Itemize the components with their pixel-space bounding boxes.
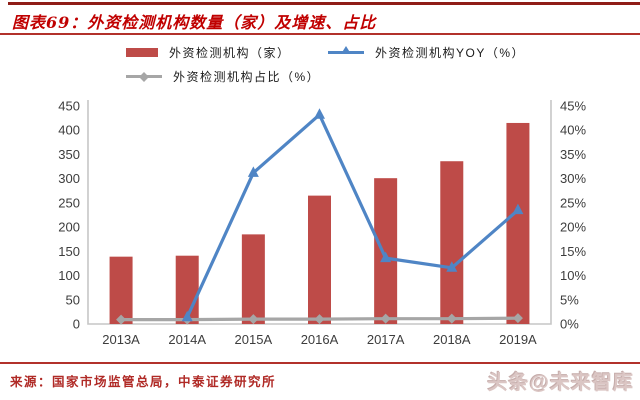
top-rule [8, 2, 640, 5]
y-axis-right-label: 5% [560, 292, 579, 307]
bar-2015A [241, 234, 265, 324]
y-axis-left-label: 400 [58, 123, 80, 138]
bar-swatch-icon [126, 48, 158, 57]
y-axis-right-label: 20% [560, 220, 586, 235]
legend-label: 外资检测机构（家） [169, 46, 291, 60]
x-axis-label: 2016A [301, 332, 339, 347]
bar-2016A [308, 195, 331, 324]
bar-2017A [374, 178, 398, 324]
share-marker [116, 314, 127, 325]
y-axis-left-label: 100 [58, 268, 80, 283]
legend-item-share: 外资检测机构占比（%） [126, 68, 328, 85]
y-axis-left-label: 350 [58, 147, 80, 162]
legend-item-bars: 外资检测机构（家） [126, 44, 328, 61]
x-axis-label: 2018A [433, 332, 471, 347]
y-axis-right-label: 35% [560, 147, 586, 162]
legend-label: 外资检测机构占比（%） [173, 70, 321, 84]
y-axis-left-label: 0 [73, 317, 80, 332]
bottom-rule [0, 362, 640, 364]
bar-2019A [506, 122, 530, 324]
figure-title: 图表69：外资检测机构数量（家）及增速、占比 [12, 13, 377, 32]
y-axis-right-label: 25% [560, 195, 586, 210]
x-axis-label: 2015A [235, 332, 273, 347]
legend-label: 外资检测机构YOY（%） [375, 46, 526, 60]
diamond-line-icon [126, 71, 162, 82]
x-axis-label: 2014A [168, 332, 206, 347]
share-marker [512, 313, 523, 324]
triangle-line-icon [328, 46, 364, 54]
share-marker [248, 314, 259, 325]
yoy-marker [512, 203, 524, 215]
y-axis-right-label: 10% [560, 268, 586, 283]
yoy-marker [380, 251, 392, 263]
title-divider [0, 33, 640, 35]
share-marker [314, 314, 325, 325]
chart-legend: 外资检测机构（家） 外资检测机构YOY（%） 外资检测机构占比（%） [126, 44, 525, 85]
yoy-marker [181, 310, 193, 322]
yoy-marker [314, 108, 325, 119]
watermark: 头条@未来智库 [487, 372, 634, 394]
yoy-line [185, 113, 520, 319]
y-axis-left-label: 450 [58, 99, 80, 114]
y-axis-right-label: 45% [560, 99, 586, 114]
y-axis-left-label: 150 [58, 244, 80, 259]
x-axis-label: 2019A [499, 332, 537, 347]
y-axis-right-label: 15% [560, 244, 586, 259]
y-axis-left-label: 250 [58, 195, 80, 210]
x-axis-label: 2013A [102, 332, 140, 347]
y-axis-right-label: 0% [560, 317, 579, 332]
y-axis-left-label: 50 [66, 292, 80, 307]
y-axis-left-label: 300 [58, 171, 80, 186]
share-marker [380, 313, 391, 324]
legend-item-yoy: 外资检测机构YOY（%） [328, 44, 525, 61]
yoy-marker [446, 261, 458, 272]
yoy-marker [247, 166, 259, 177]
y-axis-right-label: 40% [560, 123, 586, 138]
x-axis-label: 2017A [367, 332, 405, 347]
y-axis-right-label: 30% [560, 171, 586, 186]
bar-2013A [109, 256, 133, 324]
source-note: 来源：国家市场监管总局，中泰证券研究所 [10, 375, 277, 389]
bar-2018A [440, 161, 464, 324]
share-marker [446, 313, 457, 324]
y-axis-left-label: 200 [58, 220, 80, 235]
